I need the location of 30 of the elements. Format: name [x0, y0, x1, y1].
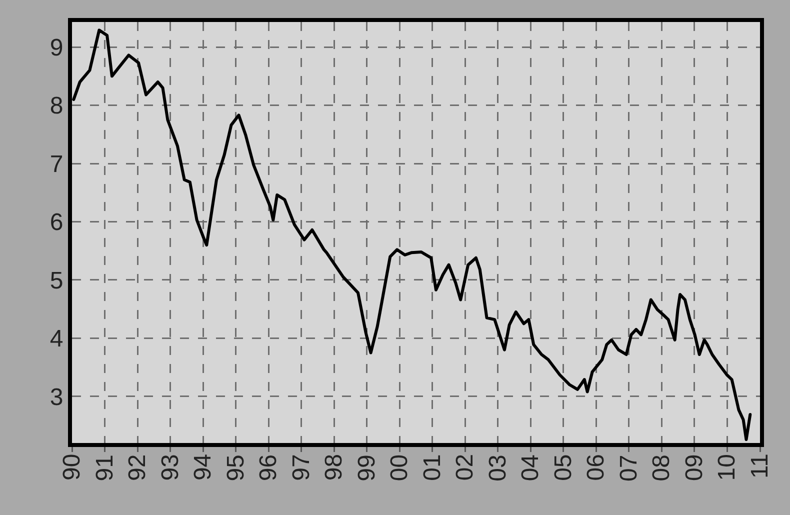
x-tick-label: 94	[190, 454, 217, 481]
x-tick-label: 96	[255, 454, 282, 482]
y-tick-label: 4	[50, 326, 64, 353]
x-tick-label: 05	[550, 454, 577, 481]
x-tick-label: 97	[288, 454, 315, 481]
y-tick-label: 6	[50, 209, 64, 236]
y-tick-label: 5	[50, 267, 64, 294]
x-tick-label: 91	[91, 454, 118, 482]
x-tick-label: 00	[386, 454, 414, 482]
x-tick-label: 01	[418, 454, 446, 481]
y-tick-label: 8	[50, 92, 64, 120]
x-tick-label: 10	[714, 454, 741, 481]
x-tick-label: 11	[746, 454, 774, 478]
x-tick-label: 08	[648, 454, 676, 482]
y-tick-label: 7	[50, 150, 64, 178]
line-series	[72, 28, 752, 442]
x-tick-label: 04	[517, 454, 544, 482]
x-tick-label: 03	[484, 454, 512, 482]
x-tick-label: 90	[58, 454, 86, 480]
x-tick-label: 07	[615, 454, 642, 482]
x-tick-label: 06	[582, 454, 610, 481]
x-tick-label: 98	[320, 454, 348, 481]
x-tick-label: 99	[353, 454, 380, 482]
x-tick-label: 95	[222, 454, 250, 482]
y-tick-label: 3	[50, 384, 64, 411]
x-tick-label: 09	[680, 454, 708, 481]
x-tick-label: 92	[124, 454, 152, 482]
x-tick-label: 02	[452, 454, 479, 481]
y-tick-label: 9	[50, 34, 64, 62]
x-tick-label: 93	[156, 454, 184, 481]
